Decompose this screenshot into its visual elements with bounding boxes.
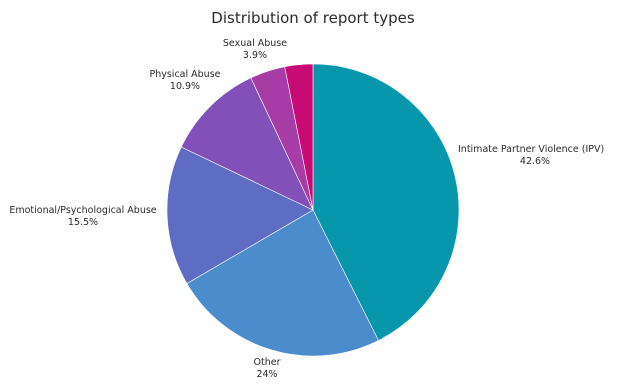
slice-label-intimate-partner-violence-ipv: Intimate Partner Violence (IPV) [458,144,604,155]
pie-slice-physical-abuse [180,77,314,211]
slice-value-sexual-abuse: 3.9% [243,50,267,61]
pie-slice-other [186,209,379,357]
slice-label-sexual-abuse: Sexual Abuse [223,38,287,49]
slice-label-physical-abuse: Physical Abuse [149,69,220,80]
pie-slice-emotional-psychological-abuse [166,146,314,284]
slice-label-group-intimate-partner-violence-ipv: Intimate Partner Violence (IPV)42.6% [458,144,604,167]
labels-layer: Intimate Partner Violence (IPV)42.6% Othe… [9,38,604,380]
slice-label-emotional-psychological-abuse: Emotional/Psychological Abuse [9,205,156,216]
slice-value-intimate-partner-violence-ipv: 42.6% [520,156,550,167]
slice-value-physical-abuse: 10.9% [170,81,200,92]
slices-layer [166,63,460,357]
slice-value-emotional-psychological-abuse: 15.5% [68,217,98,228]
chart-title: Distribution of report types [211,9,415,27]
pie-slice-unlabeled-5 [284,63,314,211]
slice-value-other: 24% [256,369,277,380]
slice-label-other: Other [254,357,281,368]
pie-slice-intimate-partner-violence-ipv [312,63,460,341]
